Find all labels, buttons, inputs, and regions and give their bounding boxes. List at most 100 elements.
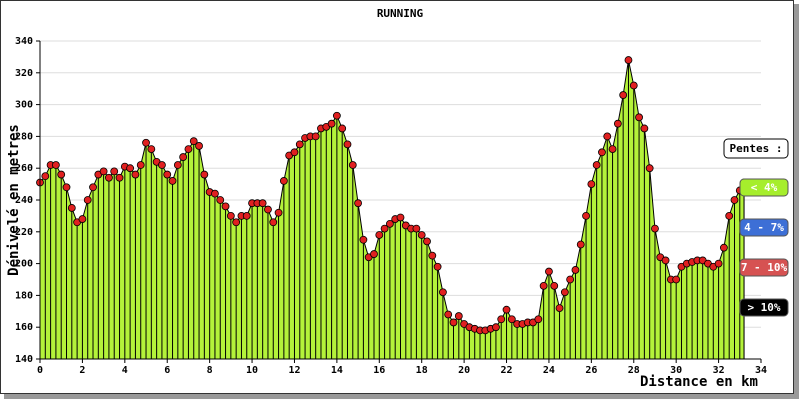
point: [550, 281, 559, 290]
point: [131, 170, 140, 179]
y-tick-label: 240: [15, 195, 33, 206]
legend-swatch: [739, 218, 789, 237]
point: [629, 81, 638, 90]
point: [52, 161, 60, 169]
point: [269, 218, 278, 227]
point: [348, 161, 357, 169]
y-tick-label: 140: [15, 354, 33, 365]
point: [661, 256, 670, 265]
point: [645, 164, 654, 173]
point: [173, 161, 182, 169]
legend-label: > 10%: [747, 301, 780, 314]
point: [264, 205, 272, 214]
x-tick-label: 6: [164, 365, 170, 376]
point: [714, 259, 723, 268]
point: [375, 231, 384, 239]
x-axis-title: Distance en km: [640, 374, 758, 390]
x-tick-label: 20: [458, 365, 470, 376]
point: [274, 208, 283, 217]
point: [587, 180, 596, 189]
point: [62, 183, 71, 192]
point: [582, 211, 590, 220]
legend-title: Pentes :: [730, 142, 783, 155]
point: [279, 177, 288, 185]
y-tick-label: 280: [15, 131, 33, 142]
point: [412, 224, 421, 233]
y-tick-label: 200: [15, 259, 33, 270]
x-tick-label: 16: [373, 365, 385, 376]
point: [603, 132, 612, 141]
legend-swatch: [739, 298, 789, 317]
point: [311, 132, 320, 141]
point: [497, 315, 506, 324]
point: [221, 202, 230, 211]
point: [454, 312, 463, 320]
point: [216, 196, 225, 204]
legend-label: 4 - 7%: [744, 221, 784, 234]
x-tick-label: 22: [501, 365, 513, 376]
point: [195, 142, 203, 150]
point: [651, 224, 659, 233]
point: [576, 240, 585, 249]
point: [258, 199, 267, 208]
point: [343, 140, 352, 149]
point: [163, 170, 172, 179]
point: [115, 173, 124, 182]
point: [290, 148, 299, 157]
y-tick-label: 180: [15, 290, 33, 301]
point: [78, 215, 87, 223]
point: [635, 113, 643, 122]
x-tick-label: 2: [79, 365, 85, 376]
point: [439, 288, 447, 297]
point: [502, 305, 511, 314]
point: [67, 204, 76, 212]
point: [338, 124, 347, 133]
point: [449, 318, 458, 327]
point: [507, 315, 516, 324]
point: [89, 183, 97, 192]
point: [592, 161, 601, 169]
x-tick-label: 10: [246, 365, 258, 376]
point: [444, 310, 453, 319]
y-tick-label: 160: [15, 322, 33, 333]
point: [83, 196, 92, 204]
point: [200, 170, 209, 179]
point: [226, 211, 235, 220]
point: [640, 124, 649, 133]
x-tick-label: 14: [331, 365, 343, 376]
y-tick-label: 260: [15, 163, 33, 174]
point: [295, 140, 304, 149]
legend-label: < 4%: [751, 181, 778, 194]
point: [332, 111, 341, 120]
point: [370, 250, 378, 258]
y-tick-label: 320: [15, 68, 33, 79]
x-tick-label: 0: [37, 365, 43, 376]
point: [105, 173, 113, 182]
point: [211, 189, 219, 198]
point: [619, 91, 628, 99]
point: [571, 266, 580, 274]
point: [534, 315, 543, 324]
point: [719, 243, 728, 252]
x-tick-label: 32: [713, 365, 725, 376]
point: [608, 145, 617, 154]
point: [566, 275, 575, 284]
x-tick-label: 28: [628, 365, 640, 376]
point: [41, 172, 50, 181]
point: [136, 161, 145, 169]
point: [613, 119, 622, 128]
x-tick-label: 4: [122, 365, 128, 376]
legend-title-box: [723, 138, 789, 159]
y-tick-label: 300: [15, 100, 33, 111]
point: [189, 137, 198, 146]
x-tick-label: 26: [585, 365, 597, 376]
y-axis-title: Dénivelé en metres: [6, 124, 22, 276]
point: [428, 251, 437, 260]
point: [433, 262, 442, 271]
x-tick-label: 24: [543, 365, 555, 376]
legend-label: 7 - 10%: [741, 261, 788, 274]
point: [57, 170, 66, 179]
point: [359, 235, 368, 244]
point: [168, 177, 177, 185]
